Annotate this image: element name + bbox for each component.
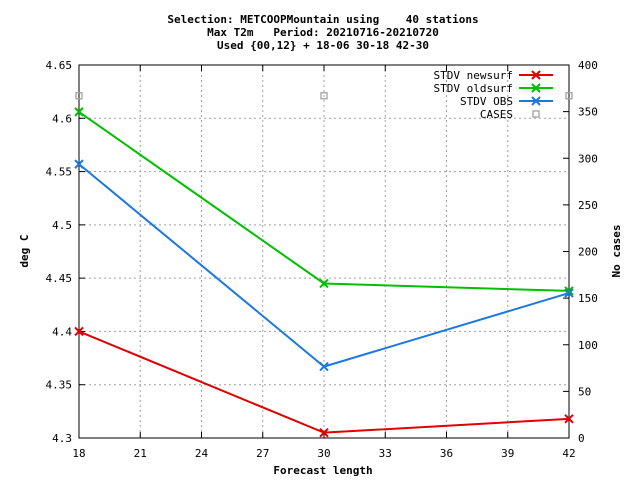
legend-marker <box>531 70 541 80</box>
legend-label: STDV OBS <box>460 95 513 108</box>
y2-tick-label: 150 <box>578 292 598 305</box>
data-point <box>319 427 329 438</box>
x-tick-label: 36 <box>440 447 453 460</box>
chart-title-line-2: Max T2m Period: 20210716-20210720 <box>207 26 439 39</box>
data-point <box>74 159 84 169</box>
data-point <box>564 288 574 298</box>
y-tick-label: 4.4 <box>52 325 72 338</box>
x-tick-label: 33 <box>379 447 392 460</box>
series-stdv-obs <box>74 159 574 372</box>
y-axis-label: deg C <box>18 234 31 267</box>
series-stdv-newsurf <box>74 326 574 438</box>
legend-marker <box>532 110 540 118</box>
legend-label: STDV newsurf <box>434 69 513 82</box>
series-cases <box>75 92 573 100</box>
legend-label: STDV oldsurf <box>434 82 513 95</box>
data-point <box>565 92 573 100</box>
y-tick-label: 4.55 <box>46 166 73 179</box>
series-layer <box>74 92 574 438</box>
y-tick-label: 4.35 <box>46 379 73 392</box>
plot-frame <box>78 64 570 439</box>
x-tick-label: 42 <box>562 447 575 460</box>
y-tick-label: 4.65 <box>46 59 73 72</box>
y2-tick-label: 100 <box>578 339 598 352</box>
data-point <box>75 92 83 100</box>
chart-title-line-1: Selection: METCOOPMountain using 40 stat… <box>167 13 478 26</box>
y2-tick-label: 200 <box>578 246 598 259</box>
grid <box>79 65 569 438</box>
y-tick-label: 4.45 <box>46 272 73 285</box>
y-tick-label: 4.5 <box>52 219 72 232</box>
x-axis-label: Forecast length <box>273 464 372 477</box>
x-tick-label: 27 <box>256 447 269 460</box>
legend-marker <box>531 83 541 93</box>
data-point <box>74 107 84 117</box>
x-tick-label: 39 <box>501 447 514 460</box>
y2-tick-label: 400 <box>578 59 598 72</box>
legend-marker <box>531 96 541 106</box>
axis-ticks: 18 21 24 27 30 33 36 39 42 4.3 4.35 4.4 4.45 4.5 4.55 4… <box>46 59 598 460</box>
legend-label: CASES <box>480 108 513 121</box>
y2-tick-label: 300 <box>578 152 598 165</box>
y2-tick-label: 0 <box>578 432 585 445</box>
y2-tick-label: 250 <box>578 199 598 212</box>
data-point <box>319 361 329 372</box>
y-tick-label: 4.6 <box>52 112 72 125</box>
data-point <box>74 326 84 337</box>
data-point <box>319 278 329 289</box>
chart-title-line-3: Used {00,12} + 18-06 30-18 42-30 <box>217 39 429 52</box>
x-tick-label: 21 <box>134 447 147 460</box>
x-tick-label: 24 <box>195 447 209 460</box>
y2-tick-label: 50 <box>578 385 591 398</box>
x-tick-label: 18 <box>72 447 85 460</box>
y2-tick-label: 350 <box>578 106 598 119</box>
y2-axis-label: No cases <box>610 225 623 278</box>
x-tick-label: 30 <box>317 447 330 460</box>
y-tick-label: 4.3 <box>52 432 72 445</box>
data-point <box>564 414 574 424</box>
data-point <box>320 92 328 100</box>
